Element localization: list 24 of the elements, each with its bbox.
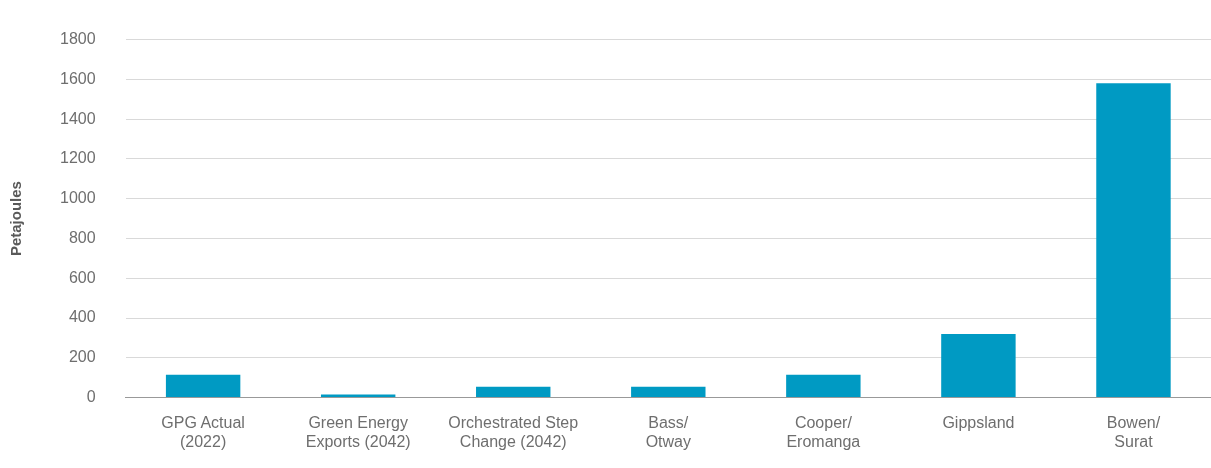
x-tick-label: Cooper/ Eromanga bbox=[786, 413, 861, 450]
bar bbox=[476, 386, 551, 398]
x-tick-label: Orchestrated Step Change (2042) bbox=[448, 413, 579, 450]
y-tick-label: 1400 bbox=[60, 109, 96, 127]
x-tick-label: GPG Actual (2022) bbox=[161, 413, 245, 450]
bar bbox=[631, 386, 706, 398]
y-axis-title: Petajoules bbox=[7, 181, 25, 257]
bar bbox=[165, 374, 241, 398]
x-tick-label: Bowen/ Surat bbox=[1106, 413, 1161, 450]
bar bbox=[941, 333, 1016, 398]
y-tick-label: 1000 bbox=[60, 189, 96, 207]
x-tick-label: Bass/ Otway bbox=[645, 413, 691, 450]
y-tick-label: 600 bbox=[68, 268, 96, 286]
x-tick-label: Gippsland bbox=[942, 413, 1015, 431]
y-tick-label: 200 bbox=[68, 348, 96, 366]
y-tick-label: 1600 bbox=[60, 69, 96, 87]
y-tick-label: 400 bbox=[68, 308, 96, 326]
x-tick-label: Green Energy Exports (2042) bbox=[305, 413, 411, 450]
y-tick-label: 800 bbox=[68, 228, 96, 246]
bar bbox=[786, 374, 861, 398]
y-tick-label: 1800 bbox=[60, 30, 96, 48]
bar bbox=[1096, 83, 1171, 398]
y-tick-label: 0 bbox=[86, 388, 96, 406]
y-tick-label: 1200 bbox=[60, 149, 96, 167]
